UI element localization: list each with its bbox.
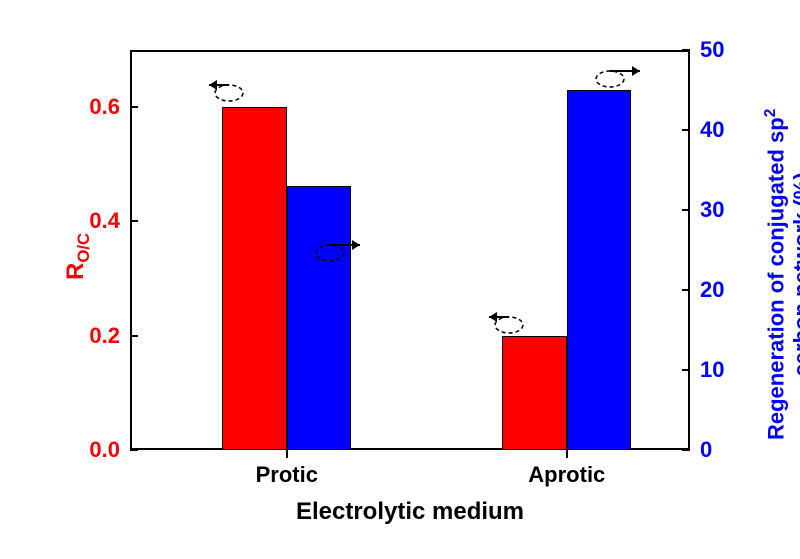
bar-protic-regen <box>287 186 351 450</box>
bar-aprotic-roc <box>502 336 566 450</box>
axis-indicator-left <box>481 305 551 339</box>
chart-container: RO/C Regeneration of conjugated sp2 carb… <box>0 0 800 559</box>
right-tick-mark <box>682 129 690 131</box>
right-y-axis-label-line1: Regeneration of conjugated sp <box>763 117 788 440</box>
left-tick-mark <box>130 220 138 222</box>
left-tick-label: 0.4 <box>89 208 120 234</box>
right-tick-label: 30 <box>700 197 724 223</box>
right-tick-mark <box>682 49 690 51</box>
left-tick-mark <box>130 449 138 451</box>
bar-protic-roc <box>222 107 286 450</box>
axis-indicator-right <box>302 233 372 267</box>
left-y-axis-label-main: R <box>62 263 89 280</box>
x-tick-label: Aprotic <box>507 462 627 488</box>
right-tick-label: 20 <box>700 277 724 303</box>
axis-indicator-left <box>201 73 271 107</box>
right-tick-mark <box>682 449 690 451</box>
right-tick-label: 10 <box>700 357 724 383</box>
right-tick-mark <box>682 209 690 211</box>
axis-indicator-right <box>582 59 652 93</box>
left-tick-mark <box>130 335 138 337</box>
left-tick-label: 0.2 <box>89 323 120 349</box>
x-tick-mark <box>286 450 288 458</box>
left-tick-label: 0.6 <box>89 94 120 120</box>
right-tick-label: 0 <box>700 437 712 463</box>
left-y-axis-label-sub: O/C <box>74 233 93 263</box>
x-axis-label: Electrolytic medium <box>130 498 690 526</box>
x-tick-mark <box>566 450 568 458</box>
left-tick-label: 0.0 <box>89 437 120 463</box>
right-y-axis-label: Regeneration of conjugated sp2 carbon ne… <box>762 109 800 440</box>
right-tick-mark <box>682 369 690 371</box>
right-tick-label: 50 <box>700 37 724 63</box>
x-tick-label: Protic <box>227 462 347 488</box>
right-y-axis-label-sup: 2 <box>762 109 779 118</box>
bar-aprotic-regen <box>567 90 631 450</box>
left-y-axis-label: RO/C <box>62 233 94 280</box>
left-tick-mark <box>130 106 138 108</box>
right-tick-mark <box>682 289 690 291</box>
right-tick-label: 40 <box>700 117 724 143</box>
right-y-axis-label-line2: carbon network (%) <box>789 109 800 440</box>
